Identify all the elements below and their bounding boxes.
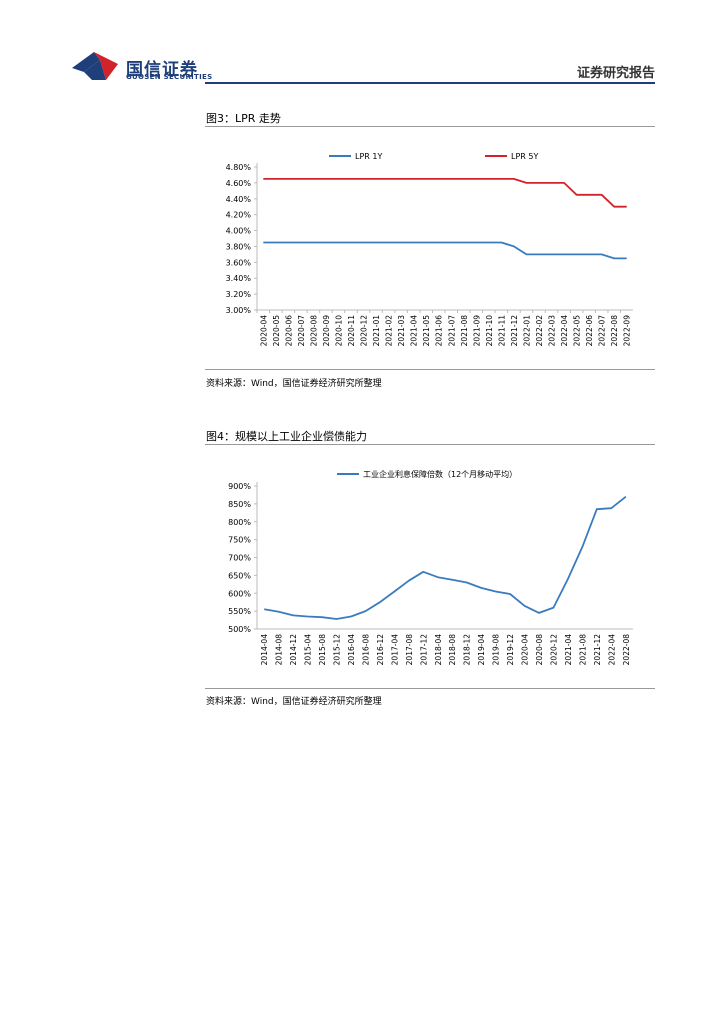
brand-name-cn: 国信证券 <box>126 60 198 80</box>
x-tick-label: 2022-08 <box>622 634 631 666</box>
x-tick-label: 2022-04 <box>607 634 616 666</box>
x-tick-label: 2016-12 <box>376 634 385 666</box>
x-tick-label: 2021-05 <box>422 315 431 347</box>
x-tick-label: 2020-11 <box>347 315 356 347</box>
y-tick-label: 4.00% <box>226 227 252 236</box>
x-tick-label: 2021-10 <box>485 315 494 347</box>
x-tick-label: 2015-08 <box>318 634 327 666</box>
x-tick-label: 2019-12 <box>506 634 515 666</box>
x-tick-label: 2020-10 <box>334 315 343 347</box>
x-tick-label: 2021-12 <box>510 315 519 347</box>
interest-coverage-line-chart: 500% 550% 600% 650% 700% 750% 800% 850% 900% 2014… <box>228 469 633 666</box>
x-tick-label: 2021-04 <box>410 315 419 347</box>
x-tick-label: 2015-12 <box>333 634 342 666</box>
x-tick-label: 2021-03 <box>397 315 406 347</box>
x-tick-label: 2021-12 <box>593 634 602 666</box>
figure-4-source: 资料来源：Wind，国信证券经济研究所整理 <box>206 697 382 707</box>
x-tick-label: 2014-08 <box>275 634 284 666</box>
x-tick-label: 2016-08 <box>361 634 370 666</box>
figure-4-bottom-rule <box>205 688 655 689</box>
x-tick-label: 2022-05 <box>573 315 582 347</box>
y-tick-label: 750% <box>228 536 251 545</box>
x-tick-label: 2015-04 <box>304 634 313 666</box>
y-tick-label: 3.80% <box>226 242 252 251</box>
x-tick-label: 2021-06 <box>435 315 444 347</box>
x-tick-label: 2014-12 <box>289 634 298 666</box>
x-tick-label: 2021-08 <box>460 315 469 347</box>
x-tick-label: 2017-12 <box>419 634 428 666</box>
x-tick-label: 2020-06 <box>284 315 293 347</box>
series-line-1 <box>263 241 627 260</box>
y-tick-label: 4.40% <box>226 195 252 204</box>
x-tick-label: 2018-08 <box>448 634 457 666</box>
legend-label-1: LPR 1Y <box>355 152 382 161</box>
y-tick-label: 3.20% <box>226 290 252 299</box>
x-tick-label: 2017-04 <box>390 634 399 666</box>
x-tick-label: 2020-04 <box>259 315 268 347</box>
x-tick-label: 2022-02 <box>535 315 544 347</box>
x-tick-label: 2018-04 <box>434 634 443 666</box>
series-line-1 <box>264 495 627 620</box>
guosen-logo-icon <box>72 52 118 80</box>
page-header: 国信证券 GUOSEN SECURITIES 证券研究报告 <box>0 0 724 90</box>
x-tick-label: 2020-08 <box>535 634 544 666</box>
x-tick-label: 2022-03 <box>548 315 557 347</box>
y-tick-label: 550% <box>228 607 251 616</box>
y-tick-label: 3.40% <box>226 274 252 283</box>
x-tick-label: 2021-01 <box>372 315 381 347</box>
x-tick-label: 2019-04 <box>477 634 486 666</box>
x-tick-label: 2021-02 <box>385 315 394 347</box>
y-tick-label: 650% <box>228 571 251 580</box>
x-tick-label: 2020-08 <box>309 315 318 347</box>
lpr-line-chart: 3.00% 3.20% 3.40% 3.60% 3.80% 4.00% 4.20% 4.40%… <box>226 152 633 347</box>
x-tick-label: 2021-07 <box>447 315 456 347</box>
figure-3-top-rule <box>205 126 655 127</box>
x-tick-label: 2022-09 <box>623 315 632 347</box>
x-tick-label: 2021-11 <box>497 315 506 347</box>
y-tick-label: 4.60% <box>226 179 252 188</box>
x-tick-label: 2014-04 <box>260 634 269 666</box>
figure-3-title: 图3：LPR 走势 <box>206 112 281 125</box>
y-tick-label: 4.20% <box>226 211 252 220</box>
report-type: 证券研究报告 <box>576 66 655 81</box>
x-tick-label: 2022-06 <box>585 315 594 347</box>
x-tick-label: 2020-12 <box>549 634 558 666</box>
y-tick-label: 3.00% <box>226 306 252 315</box>
x-tick-label: 2020-07 <box>297 315 306 347</box>
x-tick-label: 2020-09 <box>322 315 331 347</box>
x-tick-label: 2022-08 <box>610 315 619 347</box>
x-tick-label: 2021-09 <box>472 315 481 347</box>
x-tick-label: 2017-08 <box>405 634 414 666</box>
x-tick-label: 2020-12 <box>360 315 369 347</box>
y-tick-label: 3.60% <box>226 258 252 267</box>
legend-label-2: LPR 5Y <box>511 152 538 161</box>
y-tick-label: 4.80% <box>226 163 252 172</box>
x-tick-label: 2016-04 <box>347 634 356 666</box>
figure-4-title: 图4：规模以上工业企业偿债能力 <box>206 430 367 443</box>
header-divider <box>205 82 655 84</box>
figure-3-source: 资料来源：Wind，国信证券经济研究所整理 <box>206 379 382 389</box>
y-tick-label: 700% <box>228 554 251 563</box>
x-tick-label: 2020-04 <box>521 634 530 666</box>
x-tick-label: 2018-12 <box>463 634 472 666</box>
x-tick-label: 2021-08 <box>578 634 587 666</box>
y-tick-label: 800% <box>228 518 251 527</box>
x-tick-label: 2022-04 <box>560 315 569 347</box>
y-tick-label: 850% <box>228 500 251 509</box>
y-tick-label: 900% <box>228 482 251 491</box>
x-tick-label: 2022-01 <box>522 315 531 347</box>
x-tick-label: 2020-05 <box>272 315 281 347</box>
x-tick-label: 2022-07 <box>598 315 607 347</box>
figure-3-bottom-rule <box>205 369 655 370</box>
x-tick-label: 2019-08 <box>492 634 501 666</box>
x-tick-label: 2021-04 <box>564 634 573 666</box>
series-line-2 <box>263 178 627 208</box>
y-tick-label: 500% <box>228 625 251 634</box>
brand-name-en: GUOSEN SECURITIES <box>126 73 213 81</box>
legend-label-1: 工业企业利息保障倍数（12个月移动平均） <box>363 469 517 479</box>
figure-4-top-rule <box>205 444 655 445</box>
y-tick-label: 600% <box>228 589 251 598</box>
